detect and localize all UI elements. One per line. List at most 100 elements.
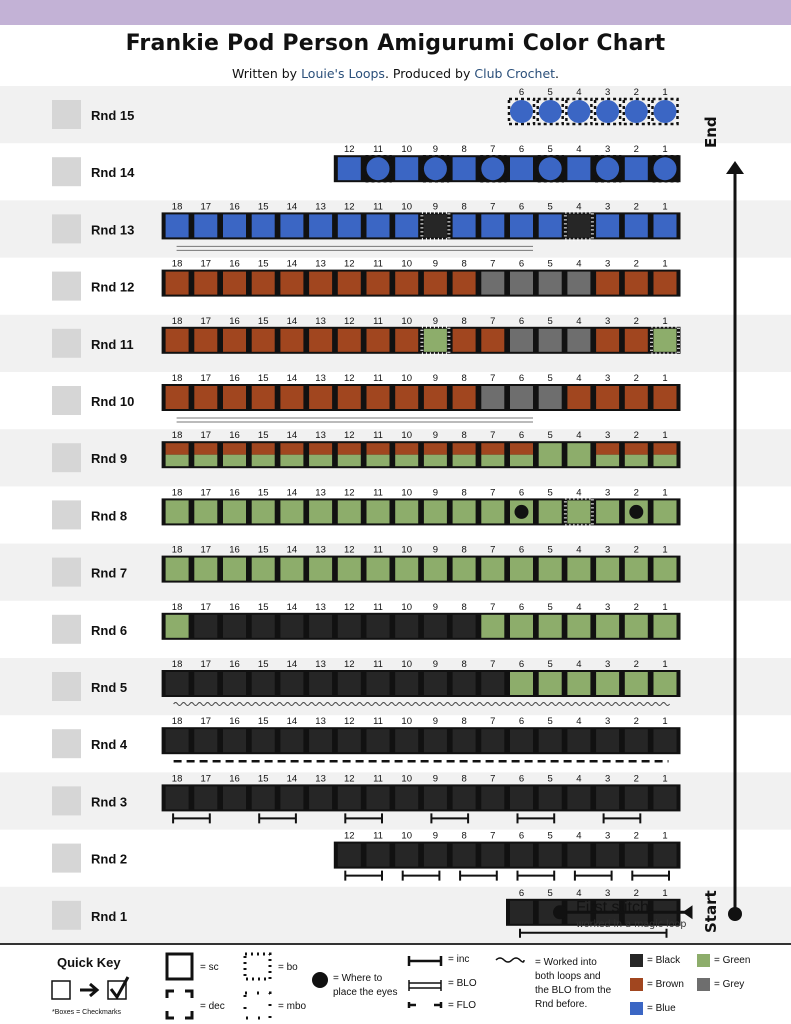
stitch	[596, 672, 620, 695]
inc-marker	[573, 870, 613, 881]
stitch-number: 17	[201, 602, 212, 613]
stitch	[423, 843, 447, 867]
stitch-number: 3	[605, 316, 610, 327]
stitch	[366, 786, 390, 810]
stitch	[653, 614, 677, 638]
stitch	[596, 557, 620, 581]
stitch-number: 7	[490, 316, 495, 327]
stitch-number: 10	[401, 831, 412, 842]
eye-marker	[514, 504, 529, 519]
stitch-half-brown	[452, 443, 476, 455]
stitch-bobble	[624, 100, 648, 123]
stitch-number: 2	[634, 373, 639, 384]
stitch-bobble	[510, 100, 533, 123]
stitch-number: 1	[662, 659, 667, 670]
stitch-number: 15	[258, 545, 269, 556]
stitch	[624, 328, 648, 352]
stitch	[653, 500, 677, 524]
bobble-border	[593, 154, 622, 183]
stitch-bobble	[538, 100, 562, 123]
stitch-number: 14	[287, 602, 298, 613]
stitch	[366, 328, 390, 352]
stitch	[510, 386, 533, 409]
stitch	[309, 500, 333, 524]
stitch-number: 13	[315, 659, 326, 670]
stitch	[624, 557, 648, 581]
stitch-number: 4	[576, 373, 581, 384]
stitch	[194, 500, 218, 524]
row-label: Rnd 4	[91, 737, 128, 752]
stitch-number: 2	[634, 259, 639, 270]
stitch-number: 10	[401, 773, 412, 784]
row-label: Rnd 10	[91, 394, 134, 409]
stitch-half-green	[481, 454, 505, 467]
stitch-number: 12	[344, 831, 355, 842]
stitch	[538, 557, 562, 581]
stitch	[567, 328, 591, 352]
stitch	[481, 214, 505, 238]
stitch-number: 6	[519, 888, 524, 899]
flo-label: = FLO	[448, 1000, 477, 1011]
stitch	[510, 328, 533, 352]
stitch-number: 12	[344, 144, 355, 155]
stitch-half-green	[452, 454, 476, 467]
row-checkbox	[52, 214, 81, 244]
stitch-number: 4	[576, 831, 581, 842]
stitch-number: 5	[548, 316, 553, 327]
worked-label-line3: the BLO from the	[535, 985, 612, 996]
stitch	[366, 271, 390, 295]
stitch	[337, 729, 361, 753]
stitch-number: 11	[373, 259, 383, 270]
stitch-bobble	[653, 157, 677, 181]
boxes-note: *Boxes = Checkmarks	[52, 1009, 122, 1016]
bobble-border	[479, 154, 507, 183]
stitch-number: 16	[229, 545, 240, 556]
stitch	[567, 214, 591, 238]
row-strip	[161, 384, 681, 411]
stitch	[165, 500, 189, 524]
row-strip	[161, 212, 681, 240]
stitch-number: 14	[287, 430, 298, 441]
stitch	[653, 786, 677, 810]
mbo-symbol-icon	[243, 991, 272, 1020]
stitch	[596, 786, 620, 810]
stitch	[395, 729, 419, 753]
stitch-number: 2	[634, 602, 639, 613]
stitch-half-brown	[423, 443, 447, 455]
stitch-number: 18	[172, 716, 183, 727]
stitch-number: 17	[201, 316, 212, 327]
stitch-number: 14	[287, 201, 298, 212]
stitch	[481, 500, 505, 524]
stitch-number: 3	[605, 487, 610, 498]
inc-marker	[602, 813, 642, 824]
row-label: Rnd 6	[91, 623, 127, 638]
stitch-number: 4	[576, 773, 581, 784]
stitch	[481, 672, 505, 695]
stitch-number: 9	[433, 259, 438, 270]
stitch-half-green	[366, 454, 390, 467]
stitch-number: 9	[433, 659, 438, 670]
brown-label: = Brown	[647, 979, 684, 990]
stitch-number: 10	[401, 430, 412, 441]
stitch-number: 12	[344, 487, 355, 498]
blo-symbol-icon	[408, 980, 442, 991]
stitch-half-green	[280, 454, 304, 467]
stitch	[510, 672, 533, 695]
stitch	[596, 214, 620, 238]
stitch	[223, 214, 246, 238]
stitch-number: 17	[201, 773, 212, 784]
stitch-number: 10	[401, 373, 412, 384]
dec-symbol-icon	[165, 989, 194, 1020]
stitch-bobble	[538, 157, 562, 181]
stitch	[538, 614, 562, 638]
stitch-number: 16	[229, 373, 240, 384]
stitch-number: 3	[605, 545, 610, 556]
stitch	[395, 214, 419, 238]
inc-marker	[430, 813, 470, 824]
stitch-number: 12	[344, 201, 355, 212]
stitch	[194, 386, 218, 409]
stitch	[481, 557, 505, 581]
stitch-number: 10	[401, 545, 412, 556]
stitch	[165, 386, 189, 409]
row-label: Rnd 2	[91, 852, 127, 867]
